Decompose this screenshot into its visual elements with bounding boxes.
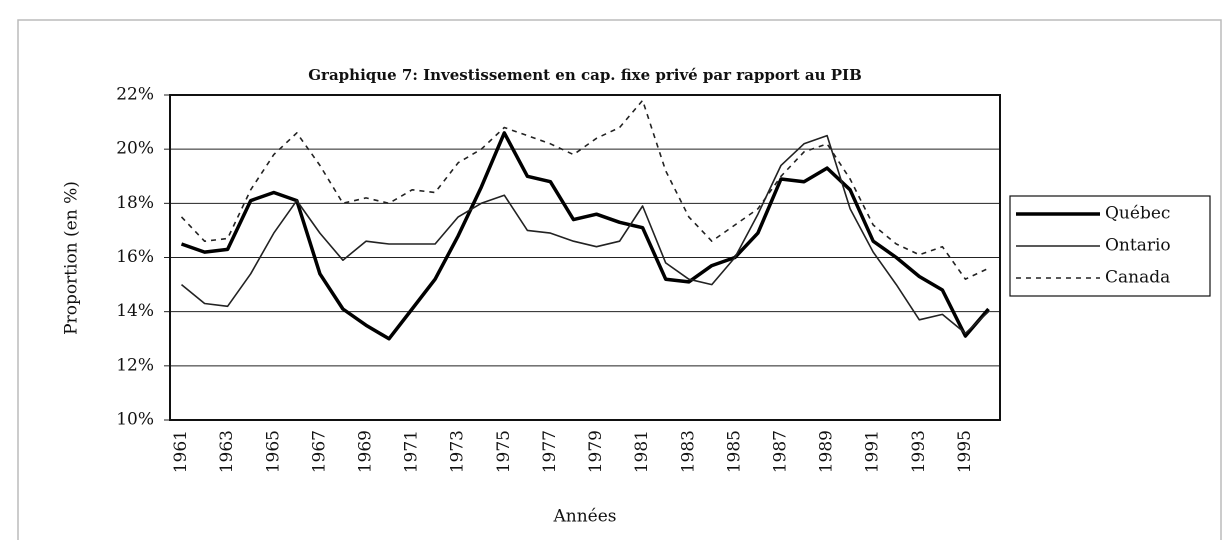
x-tick-label: 1983 bbox=[678, 430, 698, 473]
x-tick-label: 1989 bbox=[817, 430, 837, 473]
series-line bbox=[180, 134, 990, 335]
chart-frame bbox=[17, 19, 1222, 540]
x-tick-label: 1969 bbox=[355, 430, 375, 473]
x-tick-label: 1981 bbox=[632, 430, 652, 473]
x-tick-label: 1975 bbox=[494, 430, 514, 473]
legend-label: Ontario bbox=[1105, 236, 1171, 256]
plot-area bbox=[169, 94, 1001, 421]
y-tick-label: 18% bbox=[116, 193, 154, 213]
x-tick-label: 1985 bbox=[724, 430, 744, 473]
x-tick-label: 1965 bbox=[263, 430, 283, 473]
x-tick-label: 1991 bbox=[863, 430, 883, 473]
x-tick-label: 1987 bbox=[770, 430, 790, 473]
y-tick-label: 22% bbox=[116, 85, 154, 105]
y-tick-label: 10% bbox=[116, 410, 154, 430]
legend-label: Québec bbox=[1105, 204, 1170, 224]
x-tick-label: 1961 bbox=[171, 430, 191, 473]
series-line bbox=[180, 99, 989, 280]
x-tick-label: 1963 bbox=[217, 430, 237, 473]
y-tick-label: 16% bbox=[116, 247, 154, 267]
legend-label: Canada bbox=[1105, 268, 1170, 288]
x-tick-label: 1993 bbox=[909, 430, 929, 473]
x-tick-label: 1973 bbox=[448, 430, 468, 473]
y-axis-title: Proportion (en %) bbox=[62, 181, 82, 335]
series-line bbox=[180, 131, 990, 341]
chart-title: Graphique 7: Investissement en cap. fixe… bbox=[308, 66, 862, 84]
x-tick-label: 1977 bbox=[540, 430, 560, 473]
x-tick-label: 1967 bbox=[309, 430, 329, 473]
y-tick-label: 20% bbox=[116, 139, 154, 159]
y-tick-label: 14% bbox=[116, 301, 154, 321]
x-axis-title: Années bbox=[552, 507, 616, 527]
x-tick-label: 1971 bbox=[402, 430, 422, 473]
x-tick-label: 1979 bbox=[586, 430, 606, 473]
y-tick-label: 12% bbox=[116, 355, 154, 375]
x-tick-label: 1995 bbox=[955, 430, 975, 473]
